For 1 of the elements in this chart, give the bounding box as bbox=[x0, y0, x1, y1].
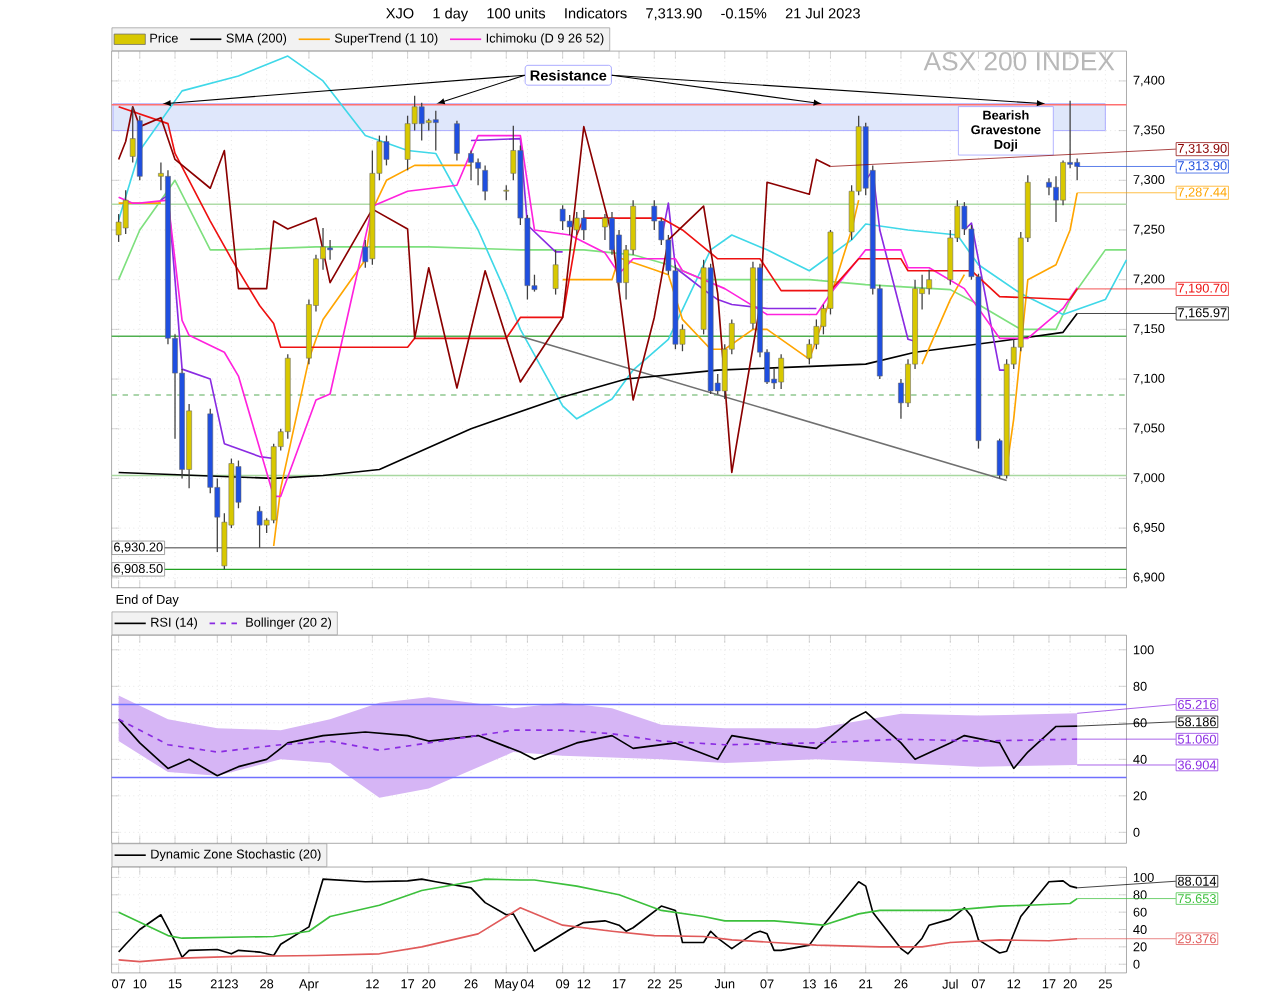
chart-title: ASX 200 INDEX bbox=[923, 51, 1115, 71]
